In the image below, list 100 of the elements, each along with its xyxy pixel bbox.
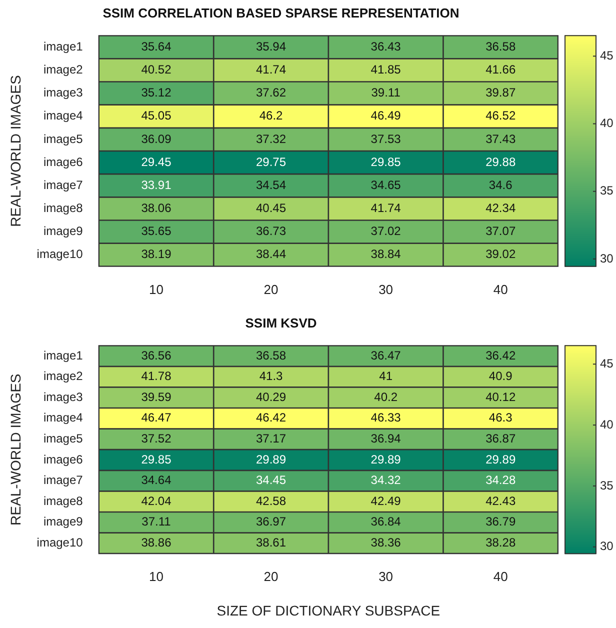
data-label: 37.43 <box>486 132 516 146</box>
data-label: 34.45 <box>256 473 286 488</box>
data-label: 46.42 <box>256 410 286 425</box>
data-label: 37.11 <box>142 514 172 529</box>
color-bar-label: 35 <box>600 184 614 198</box>
y-tick-label: image9 <box>43 224 84 238</box>
data-label: 35.65 <box>141 224 172 238</box>
data-label: 34.54 <box>256 178 286 192</box>
x-tick-label: 20 <box>264 282 278 297</box>
y-tick-label: image10 <box>36 247 84 262</box>
x-tick-label: 40 <box>493 282 508 297</box>
data-label: 46.3 <box>488 410 513 425</box>
data-label: 46.2 <box>259 108 284 123</box>
chart-title: SSIM CORRELATION BASED SPARSE REPRESENTATION <box>102 5 460 20</box>
color-bar-label: 35 <box>600 478 614 492</box>
data-label: 41.74 <box>256 62 286 77</box>
data-label: 36.84 <box>370 514 402 529</box>
data-label: 39.11 <box>371 86 401 100</box>
x-tick-label: 10 <box>148 282 164 297</box>
data-label: 36.47 <box>370 348 402 362</box>
data-label: 36.73 <box>256 224 286 238</box>
data-label: 38.61 <box>256 536 286 550</box>
x-tick-label: 30 <box>378 282 394 297</box>
data-label: 42.43 <box>486 494 516 508</box>
data-label: 38.44 <box>256 247 286 262</box>
data-label: 42.04 <box>141 494 172 508</box>
y-axis-title: REAL-WORLD IMAGES <box>7 374 24 526</box>
data-label: 34.32 <box>370 473 402 488</box>
data-label: 37.32 <box>256 132 286 146</box>
x-axis-title: SIZE OF DICTIONARY SUBSPACE <box>216 602 440 618</box>
data-label: 29.85 <box>141 452 172 466</box>
data-label: 38.36 <box>370 536 402 550</box>
chart-title: SSIM KSVD <box>245 315 317 330</box>
y-tick-label: image4 <box>43 108 84 123</box>
data-label: 41.78 <box>141 369 172 384</box>
data-label: 41.85 <box>370 62 402 77</box>
color-bar-label: 30 <box>600 539 614 554</box>
y-tick-label: image6 <box>43 452 84 466</box>
data-label: 29.75 <box>256 154 286 169</box>
data-label: 29.88 <box>486 154 516 169</box>
data-label: 46.47 <box>141 410 172 425</box>
y-tick-label: image2 <box>43 62 84 77</box>
data-label: 42.58 <box>256 494 286 508</box>
data-label: 46.33 <box>370 410 402 425</box>
data-label: 38.19 <box>141 247 172 262</box>
data-label: 40.45 <box>256 201 286 216</box>
data-label: 41.74 <box>370 201 402 216</box>
data-label: 39.59 <box>141 390 172 404</box>
y-tick-label: image3 <box>43 86 84 100</box>
data-label: 40.2 <box>374 390 398 404</box>
color-bar-label: 40 <box>600 116 614 130</box>
y-axis-title: REAL-WORLD IMAGES <box>7 75 24 227</box>
data-label: 37.17 <box>256 432 286 446</box>
y-tick-label: image5 <box>43 132 84 146</box>
data-label: 42.49 <box>370 494 402 508</box>
data-label: 36.56 <box>141 348 172 362</box>
data-label: 37.52 <box>141 432 172 446</box>
data-label: 40.29 <box>256 390 286 404</box>
data-label: 36.58 <box>486 39 516 54</box>
x-tick-label: 30 <box>378 568 394 584</box>
data-label: 29.89 <box>486 452 516 466</box>
y-tick-label: image10 <box>36 536 84 550</box>
y-tick-label: image5 <box>43 432 84 446</box>
data-label: 40.52 <box>141 62 172 77</box>
data-label: 33.91 <box>141 178 172 192</box>
data-label: 40.12 <box>486 390 516 404</box>
y-tick-label: image4 <box>43 410 84 425</box>
data-label: 36.43 <box>370 39 402 54</box>
data-label: 37.02 <box>370 224 402 238</box>
data-label: 36.87 <box>486 432 516 446</box>
data-label: 36.09 <box>141 132 172 146</box>
data-label: 35.94 <box>256 39 286 54</box>
data-label: 42.34 <box>486 201 516 216</box>
data-label: 41.66 <box>486 62 516 77</box>
data-label: 37.07 <box>486 224 516 238</box>
color-bar-label: 45 <box>600 356 614 370</box>
y-tick-label: image3 <box>43 390 84 404</box>
data-label: 36.97 <box>256 514 286 529</box>
color-bar-label: 45 <box>600 48 614 62</box>
x-tick-label: 10 <box>148 568 164 584</box>
data-label: 34.65 <box>370 178 402 192</box>
data-label: 46.52 <box>486 108 516 123</box>
y-tick-label: image7 <box>43 473 84 488</box>
x-tick-label: 20 <box>264 568 278 584</box>
x-tick-label: 40 <box>493 568 508 584</box>
data-label: 38.06 <box>141 201 172 216</box>
data-label: 36.94 <box>370 432 402 446</box>
data-label: 38.84 <box>370 247 402 262</box>
data-label: 39.87 <box>486 86 516 100</box>
data-label: 46.49 <box>370 108 402 123</box>
data-label: 35.64 <box>141 39 172 54</box>
y-tick-label: image1 <box>43 39 84 54</box>
data-label: 41.3 <box>259 369 284 384</box>
data-label: 41 <box>379 369 393 384</box>
data-label: 29.89 <box>256 452 286 466</box>
y-tick-label: image8 <box>43 494 84 508</box>
data-label: 35.12 <box>141 86 172 100</box>
data-label: 36.79 <box>486 514 516 529</box>
color-bar-label: 40 <box>600 417 614 432</box>
data-label: 38.86 <box>141 536 172 550</box>
